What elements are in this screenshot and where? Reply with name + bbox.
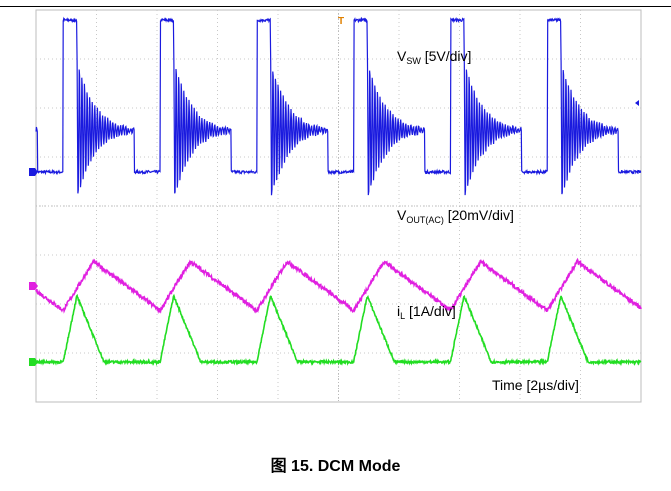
figure-caption: 图 15. DCM Mode [270,458,401,475]
vsw-offset-arrow [635,100,639,106]
channel-marker-2 [29,282,38,290]
channel-marker-3 [29,358,38,366]
time-scale-label: Time [2µs/div] [492,377,579,393]
vout-label: VOUT(AC) [20mV/div] [397,207,514,225]
traces [35,16,642,367]
channel-marker-1 [29,168,38,176]
channel-markers [29,100,639,366]
grid [36,10,641,402]
vsw-trace [35,16,642,196]
top-rule [0,6,671,7]
il-trace [35,293,642,367]
vsw-label: VSW [5V/div] [397,48,471,66]
vout-trace [35,257,642,315]
trigger-marker: T [338,16,344,27]
il-label: iL [1A/div] [397,303,456,321]
